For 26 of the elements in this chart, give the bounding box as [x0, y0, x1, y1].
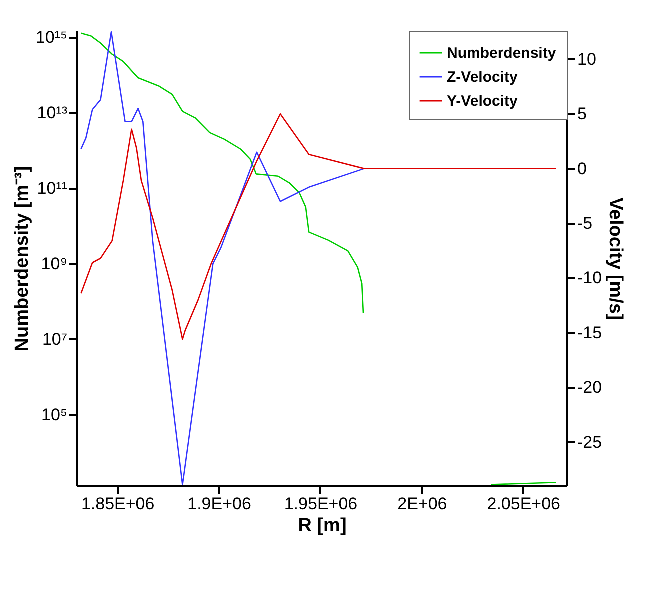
- y2-axis-title: Velocity [m/s]: [605, 198, 626, 320]
- y-tick-label: 10⁷: [42, 330, 68, 349]
- y-tick-label: 10¹⁵: [36, 28, 68, 48]
- x-tick-label: 2E+06: [398, 494, 448, 514]
- legend-label: Z-Velocity: [447, 69, 519, 86]
- y-tick-label: 10⁹: [41, 254, 68, 274]
- x-tick-label: 1.9E+06: [188, 494, 252, 514]
- y2-tick-label: -5: [578, 214, 593, 233]
- y-tick-label: 10¹¹: [37, 179, 68, 198]
- y2-tick-label: -15: [578, 323, 602, 342]
- y-tick-label: 10⁵: [42, 405, 68, 424]
- y2-tick-label: -25: [578, 432, 602, 452]
- y2-tick-label: 10: [578, 50, 596, 69]
- y2-tick-label: -10: [578, 268, 602, 288]
- legend-label: Numberdensity: [447, 45, 557, 62]
- legend-label: Y-Velocity: [447, 93, 519, 110]
- x-axis-title: R [m]: [298, 516, 347, 536]
- y-axis-title: Numberdensity [m⁻³]: [12, 166, 33, 352]
- y2-tick-label: 5: [578, 104, 587, 124]
- y2-tick-label: -20: [578, 378, 602, 398]
- x-tick-label: 1.85E+06: [81, 494, 155, 514]
- y2-tick-label: 0: [578, 159, 587, 178]
- line-series: [80, 113, 558, 340]
- y-tick-label: 10¹³: [37, 104, 68, 123]
- x-tick-label: 1.95E+06: [284, 494, 358, 514]
- x-tick-label: 2.05E+06: [487, 494, 561, 514]
